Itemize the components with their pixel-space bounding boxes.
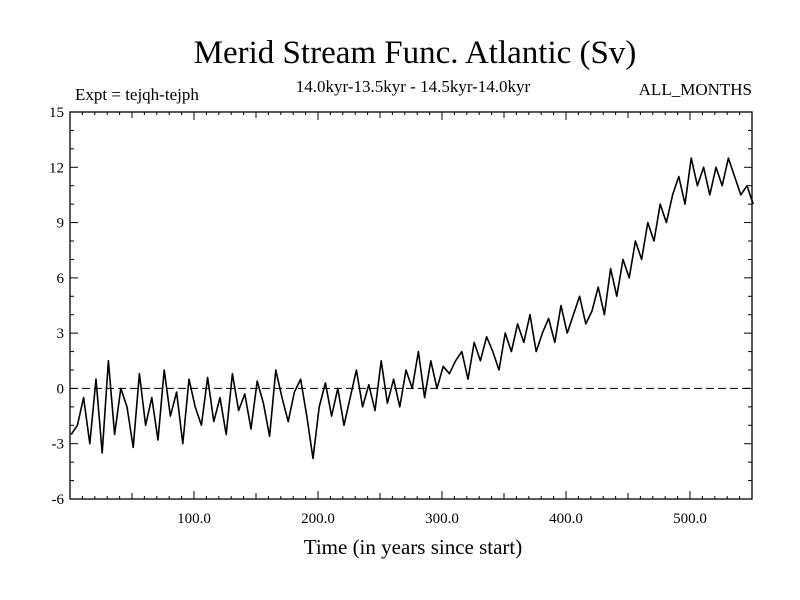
series-line-0 xyxy=(70,157,754,460)
x-tick-label: 400.0 xyxy=(549,511,583,527)
y-tick-label: -6 xyxy=(52,492,65,508)
x-tick-label: 300.0 xyxy=(425,511,459,527)
months-label: ALL_MONTHS xyxy=(639,80,752,99)
y-tick-label: 3 xyxy=(57,326,65,342)
x-tick-label: 500.0 xyxy=(673,511,707,527)
x-axis: 100.0 200.0 300.0 400.0 500.0 xyxy=(81,112,741,527)
chart-title: Merid Stream Func. Atlantic (Sv) xyxy=(194,35,637,71)
y-tick-label: 15 xyxy=(49,105,64,121)
period-label: 14.0kyr-13.5kyr - 14.5kyr-14.0kyr xyxy=(296,77,531,96)
x-axis-label: Time (in years since start) xyxy=(304,535,523,559)
y-tick-label: 9 xyxy=(57,216,65,232)
plot-frame xyxy=(69,111,753,500)
x-tick-label: 200.0 xyxy=(301,511,335,527)
y-tick-label: -3 xyxy=(52,437,65,453)
data-series-group xyxy=(70,157,754,460)
y-tick-label: 12 xyxy=(49,160,64,176)
y-axis: -6 -3 0 3 6 9 12 15 xyxy=(49,105,752,508)
y-tick-label: 0 xyxy=(57,381,65,397)
experiment-label: Expt = tejqh-tejph xyxy=(75,85,199,104)
x-tick-label: 100.0 xyxy=(177,511,211,527)
y-tick-label: 6 xyxy=(57,271,65,287)
